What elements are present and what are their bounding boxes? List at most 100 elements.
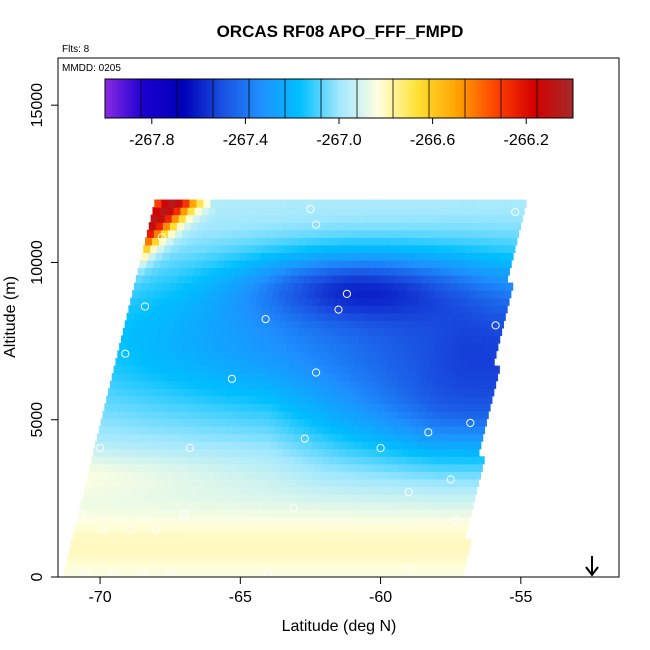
heatmap-cell [371,373,379,382]
heatmap-cell [316,282,324,291]
heatmap-cell [250,350,259,359]
heatmap-cell [292,380,300,389]
heatmap-cell [185,358,194,367]
heatmap-cell [254,305,263,314]
colorbar-segment [266,79,270,118]
heatmap-cell [173,350,182,359]
heatmap-cell [434,259,442,269]
heatmap-cell [261,478,269,488]
heatmap-cell [336,199,345,208]
heatmap-cell [317,478,325,488]
heatmap-cell [371,516,379,525]
heatmap-cell [324,561,333,571]
heatmap-cell [173,463,182,472]
colorbar-segment [303,79,307,118]
heatmap-cell [129,327,138,337]
colorbar-segment [126,79,129,118]
heatmap-cell [222,207,231,216]
heatmap-cell [218,282,226,291]
heatmap-cell [226,335,234,344]
heatmap-cell [497,259,505,269]
colorbar-segment [133,79,136,118]
heatmap-cell [391,290,400,299]
heatmap-cell [308,312,317,321]
heatmap-cell [207,327,215,337]
heatmap-cell [469,229,478,238]
heatmap-cell [448,342,457,352]
heatmap-cell [416,561,424,571]
heatmap-cell [128,418,137,427]
heatmap-cell [487,358,495,367]
heatmap-cell [421,252,430,261]
heatmap-cell [421,312,429,321]
heatmap-cell [113,509,122,518]
heatmap-cell [260,282,268,291]
heatmap-cell [158,380,167,389]
heatmap-cell [253,539,261,548]
heatmap-cell [212,418,221,427]
heatmap-cell [320,524,328,533]
heatmap-cell [138,350,146,359]
heatmap-cell [194,380,202,389]
heatmap-cell [360,275,368,284]
heatmap-cell [296,418,305,427]
sample-point [435,189,444,198]
heatmap-cell [323,539,332,548]
heatmap-cell [288,539,297,548]
heatmap-cell [407,312,415,321]
heatmap-cell [272,433,280,442]
heatmap-cell [367,501,376,510]
heatmap-cell [187,207,196,216]
heatmap-cell [490,259,498,269]
colorbar-tick-label: -266.2 [504,132,549,149]
heatmap-cell [113,478,122,488]
heatmap-cell [281,426,289,435]
colorbar-segment [285,79,289,118]
heatmap-cell [454,207,462,216]
heatmap-cell [326,554,335,563]
heatmap-cell [403,214,411,223]
heatmap-cell [356,546,365,555]
colorbar-segment [119,79,122,118]
sample-point [342,289,351,298]
heatmap-cell [265,403,274,412]
heatmap-cell [223,259,232,269]
heatmap-cell [388,275,396,284]
heatmap-cell [382,554,391,563]
heatmap-cell [406,456,415,465]
colorbar-segment [205,79,209,118]
heatmap-cell [199,214,208,223]
heatmap-cell [427,456,436,465]
heatmap-cell [359,222,367,231]
sample-point [180,509,189,519]
heatmap-cell [194,320,203,329]
heatmap-cell [262,244,271,253]
heatmap-cell [226,478,234,488]
heatmap-cell [155,222,164,231]
heatmap-cell [299,207,308,216]
heatmap-cell [131,350,139,359]
heatmap-cell [293,403,302,412]
heatmap-cell [285,493,294,503]
heatmap-cell [330,539,339,548]
heatmap-cell [276,358,285,367]
heatmap-cell [266,486,274,495]
heatmap-cell [114,448,122,457]
heatmap-cell [430,418,438,427]
heatmap-cell [440,463,448,472]
heatmap-cell [413,456,422,465]
heatmap-cell [337,426,345,435]
heatmap-cell [250,207,259,216]
heatmap-cell [494,327,503,337]
heatmap-cell [444,501,453,510]
heatmap-cell [332,275,340,284]
heatmap-cell [173,380,181,389]
heatmap-cell [298,471,306,480]
heatmap-cell [430,501,439,510]
heatmap-cell [153,373,162,382]
colorbar-segment [448,79,452,118]
heatmap-cell [374,388,383,397]
heatmap-cell [74,554,82,563]
heatmap-cell [246,365,255,374]
heatmap-cell [202,516,211,525]
